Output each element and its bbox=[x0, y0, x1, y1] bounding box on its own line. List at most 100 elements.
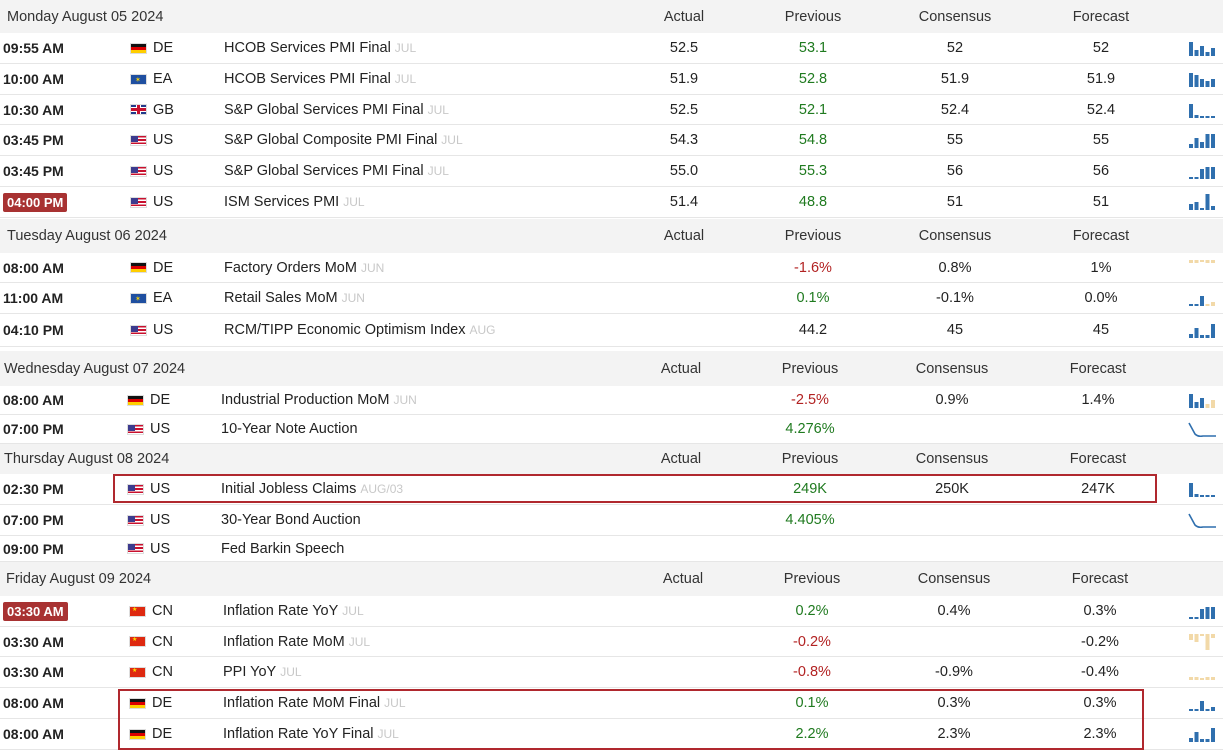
event-name[interactable]: RCM/TIPP Economic Optimism Index bbox=[224, 322, 466, 338]
bar-chart-icon[interactable] bbox=[1187, 283, 1217, 313]
event-row[interactable]: 09:00 PM US Fed Barkin Speech bbox=[0, 536, 1223, 562]
col-header-previous[interactable]: Previous bbox=[781, 451, 839, 467]
col-header-previous[interactable]: Previous bbox=[784, 228, 842, 244]
event-row[interactable]: 07:00 PM US 30-Year Bond Auction 4.405% bbox=[0, 505, 1223, 536]
col-header-previous[interactable]: Previous bbox=[784, 8, 842, 25]
col-header-forecast[interactable]: Forecast bbox=[1069, 451, 1127, 467]
event-name-cell[interactable]: Retail Sales MoM JUN bbox=[224, 283, 365, 313]
event-name-cell[interactable]: Initial Jobless Claims AUG/03 bbox=[221, 474, 403, 504]
event-name-cell[interactable]: ISM Services PMI JUL bbox=[224, 187, 365, 217]
event-name[interactable]: Inflation Rate MoM Final bbox=[223, 695, 381, 711]
bar-chart-icon[interactable] bbox=[1187, 314, 1217, 346]
event-row[interactable]: 08:00 AM DE Inflation Rate MoM Final JUL 0.1… bbox=[0, 688, 1223, 719]
event-name[interactable]: Industrial Production MoM bbox=[221, 392, 390, 408]
value-forecast: 51.9 bbox=[1086, 71, 1116, 87]
col-header-previous[interactable]: Previous bbox=[781, 360, 839, 377]
event-name[interactable]: S&P Global Services PMI Final bbox=[224, 163, 424, 179]
event-name-cell[interactable]: Factory Orders MoM JUN bbox=[224, 253, 384, 282]
event-name[interactable]: Inflation Rate YoY Final bbox=[223, 726, 374, 742]
col-header-forecast[interactable]: Forecast bbox=[1069, 360, 1127, 377]
event-name[interactable]: S&P Global Services PMI Final bbox=[224, 101, 424, 118]
col-header-actual[interactable]: Actual bbox=[663, 228, 705, 244]
event-name-cell[interactable]: 10-Year Note Auction bbox=[221, 415, 358, 443]
col-header-consensus[interactable]: Consensus bbox=[915, 451, 989, 467]
col-header-actual[interactable]: Actual bbox=[660, 451, 702, 467]
bar-chart-icon[interactable] bbox=[1187, 719, 1217, 749]
event-name-cell[interactable]: 30-Year Bond Auction bbox=[221, 505, 361, 535]
line-chart-icon[interactable] bbox=[1187, 505, 1217, 535]
event-name-cell[interactable]: S&P Global Services PMI Final JUL bbox=[224, 95, 449, 124]
event-name[interactable]: S&P Global Composite PMI Final bbox=[224, 132, 438, 148]
event-row[interactable]: 09:55 AM DE HCOB Services PMI Final JUL 52.5… bbox=[0, 33, 1223, 64]
event-name[interactable]: Initial Jobless Claims bbox=[221, 481, 357, 497]
event-name[interactable]: Fed Barkin Speech bbox=[221, 540, 345, 557]
event-name-cell[interactable]: HCOB Services PMI Final JUL bbox=[224, 64, 416, 94]
event-name[interactable]: Retail Sales MoM bbox=[224, 290, 338, 306]
bar-chart-icon[interactable] bbox=[1187, 657, 1217, 687]
event-row[interactable]: 04:00 PM US ISM Services PMI JUL 51.4 48.8 51 5… bbox=[0, 187, 1223, 218]
event-row[interactable]: 03:45 PM US S&P Global Composite PMI Final… bbox=[0, 125, 1223, 156]
col-header-actual[interactable]: Actual bbox=[660, 360, 702, 377]
bar-chart-icon[interactable] bbox=[1187, 33, 1217, 63]
col-header-forecast[interactable]: Forecast bbox=[1072, 228, 1130, 244]
event-name-cell[interactable]: RCM/TIPP Economic Optimism Index AUG bbox=[224, 314, 495, 346]
bar-chart-icon[interactable] bbox=[1187, 386, 1217, 414]
col-header-consensus[interactable]: Consensus bbox=[918, 228, 992, 244]
event-name[interactable]: 10-Year Note Auction bbox=[221, 421, 358, 437]
event-name-cell[interactable]: Industrial Production MoM JUN bbox=[221, 386, 417, 414]
event-row[interactable]: 03:45 PM US S&P Global Services PMI Final J… bbox=[0, 156, 1223, 187]
event-name-cell[interactable]: Inflation Rate YoY JUL bbox=[223, 596, 364, 626]
event-time-text: 08:00 AM bbox=[3, 695, 64, 711]
bar-chart-icon[interactable] bbox=[1187, 596, 1217, 626]
country-cell: US bbox=[130, 314, 173, 346]
line-chart-icon[interactable] bbox=[1187, 415, 1217, 443]
event-row[interactable]: 04:10 PM US RCM/TIPP Economic Optimism Ind… bbox=[0, 314, 1223, 347]
country-cell: CN bbox=[129, 596, 173, 626]
col-header-actual[interactable]: Actual bbox=[662, 571, 704, 587]
event-reference-period: JUL bbox=[394, 72, 417, 86]
col-header-consensus[interactable]: Consensus bbox=[918, 8, 992, 25]
event-name-cell[interactable]: Inflation Rate MoM JUL bbox=[223, 627, 370, 656]
event-name[interactable]: Factory Orders MoM bbox=[224, 259, 357, 276]
event-name-cell[interactable]: PPI YoY JUL bbox=[223, 657, 302, 687]
event-name-cell[interactable]: S&P Global Services PMI Final JUL bbox=[224, 156, 449, 186]
event-name-cell[interactable]: Inflation Rate YoY Final JUL bbox=[223, 719, 399, 749]
event-name[interactable]: Inflation Rate YoY bbox=[223, 603, 339, 619]
bar-chart-icon[interactable] bbox=[1187, 125, 1217, 155]
bar-chart-icon[interactable] bbox=[1187, 688, 1217, 718]
event-name-cell[interactable]: HCOB Services PMI Final JUL bbox=[224, 33, 416, 63]
event-name[interactable]: PPI YoY bbox=[223, 664, 277, 680]
col-header-actual[interactable]: Actual bbox=[663, 8, 705, 25]
bar-chart-icon[interactable] bbox=[1187, 474, 1217, 504]
event-name[interactable]: HCOB Services PMI Final bbox=[224, 40, 391, 56]
bar-chart-icon[interactable] bbox=[1187, 627, 1217, 656]
event-row[interactable]: 07:00 PM US 10-Year Note Auction 4.276% bbox=[0, 415, 1223, 444]
event-row[interactable]: 08:00 AM DE Inflation Rate YoY Final JUL 2.2… bbox=[0, 719, 1223, 750]
event-name-cell[interactable]: S&P Global Composite PMI Final JUL bbox=[224, 125, 463, 155]
col-header-forecast[interactable]: Forecast bbox=[1071, 571, 1129, 587]
col-header-forecast[interactable]: Forecast bbox=[1072, 8, 1130, 25]
bar-chart-icon[interactable] bbox=[1187, 156, 1217, 186]
event-name-cell[interactable]: Inflation Rate MoM Final JUL bbox=[223, 688, 406, 718]
bar-chart-icon[interactable] bbox=[1187, 253, 1217, 282]
bar-chart-icon[interactable] bbox=[1187, 187, 1217, 217]
col-header-consensus[interactable]: Consensus bbox=[917, 571, 991, 587]
event-row[interactable]: 08:00 AM DE Industrial Production MoM JUN -2… bbox=[0, 386, 1223, 415]
event-name[interactable]: HCOB Services PMI Final bbox=[224, 71, 391, 87]
event-name[interactable]: ISM Services PMI bbox=[224, 194, 340, 210]
event-name[interactable]: 30-Year Bond Auction bbox=[221, 512, 361, 528]
col-header-consensus[interactable]: Consensus bbox=[915, 360, 989, 377]
bar-chart-icon[interactable] bbox=[1187, 64, 1217, 94]
bar-chart-icon[interactable] bbox=[1187, 95, 1217, 124]
event-name[interactable]: Inflation Rate MoM bbox=[223, 633, 345, 650]
col-header-previous[interactable]: Previous bbox=[783, 571, 841, 587]
event-row[interactable]: 02:30 PM US Initial Jobless Claims AUG/03 24… bbox=[0, 474, 1223, 505]
event-row[interactable]: 10:30 AM GB S&P Global Services PMI Final J… bbox=[0, 95, 1223, 125]
event-row[interactable]: 08:00 AM DE Factory Orders MoM JUN -1.6% 0.8%… bbox=[0, 253, 1223, 283]
event-name-cell[interactable]: Fed Barkin Speech bbox=[221, 536, 344, 561]
